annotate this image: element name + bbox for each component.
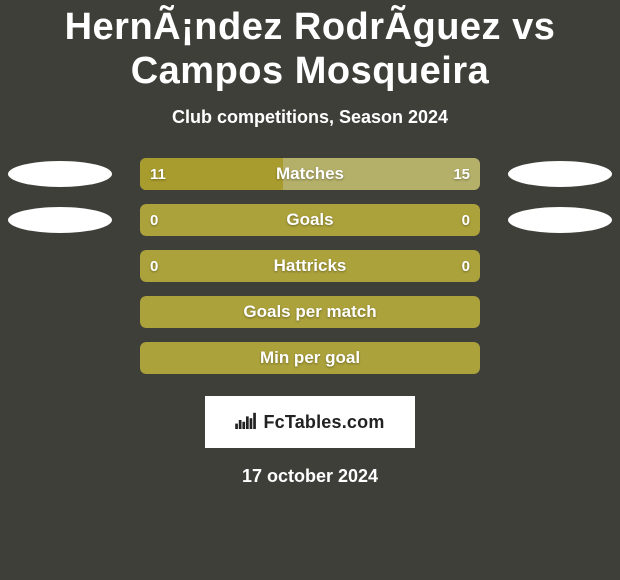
stat-bar: Matches11 15	[140, 158, 480, 190]
comparison-infographic: HernÃ¡ndez RodrÃ­guez vs Campos Mosqueir…	[0, 0, 620, 580]
stat-value-left: 0	[150, 212, 158, 229]
player-right-marker	[508, 161, 612, 187]
player-left-marker	[8, 161, 112, 187]
stat-value-right: 0	[462, 258, 470, 275]
stat-row: Goals per match	[0, 296, 620, 328]
logo-box: FcTables.com	[205, 396, 415, 448]
stat-value-left: 11	[150, 166, 166, 183]
logo-text: FcTables.com	[263, 412, 384, 433]
stat-value-right: 0	[462, 212, 470, 229]
stat-label: Goals per match	[140, 302, 480, 322]
stat-row: Hattricks0 0	[0, 250, 620, 282]
bar-chart-icon	[235, 411, 257, 434]
stat-value-left: 0	[150, 258, 158, 275]
stats-rows: Matches1115Goals00Hattricks00Goals per m…	[0, 158, 620, 374]
player-right-marker	[508, 207, 612, 233]
date-label: 17 october 2024	[0, 466, 620, 487]
stat-label: Min per goal	[140, 348, 480, 368]
stat-bar: Goals0 0	[140, 204, 480, 236]
player-left-marker	[8, 207, 112, 233]
stat-label: Goals	[140, 210, 480, 230]
stat-row: Matches11 15	[0, 158, 620, 190]
stat-label: Hattricks	[140, 256, 480, 276]
stat-row: Goals0 0	[0, 204, 620, 236]
stat-bar: Min per goal	[140, 342, 480, 374]
subtitle: Club competitions, Season 2024	[0, 107, 620, 128]
stat-bar: Goals per match	[140, 296, 480, 328]
stat-row: Min per goal	[0, 342, 620, 374]
page-title: HernÃ¡ndez RodrÃ­guez vs Campos Mosqueir…	[0, 0, 620, 103]
stat-value-right: 15	[453, 166, 470, 183]
stat-label: Matches	[140, 164, 480, 184]
stat-bar: Hattricks0 0	[140, 250, 480, 282]
